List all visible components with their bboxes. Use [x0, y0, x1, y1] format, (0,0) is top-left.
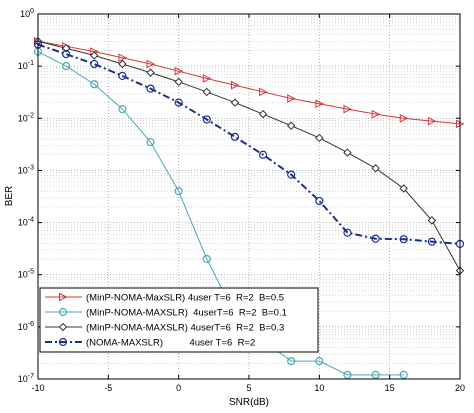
series-2-point	[202, 254, 211, 264]
series-2-point	[146, 137, 155, 147]
series-1-line	[37, 40, 461, 125]
series-2-point	[174, 187, 183, 196]
legend-marker-3	[58, 322, 68, 332]
series-1-point	[230, 80, 240, 90]
series-2-point	[118, 105, 127, 114]
x-axis-label: SNR(dB)	[229, 397, 269, 408]
series-3-point	[399, 184, 408, 193]
y-tick-label: 10-1	[18, 60, 34, 71]
series-1-point	[343, 104, 353, 114]
legend-label-4: (NOMA-MAXSLR) 4user T=6 R=2	[86, 338, 255, 349]
series-layer	[33, 36, 465, 379]
series-4-point	[118, 71, 127, 80]
y-axis-label: BER	[4, 186, 15, 207]
x-tick-label: 10	[314, 383, 324, 393]
series-3-point	[174, 77, 183, 87]
series-4-point	[202, 115, 211, 124]
series-3-point	[258, 109, 268, 119]
y-tick-label: 10-7	[18, 373, 34, 384]
legend-marker-1	[59, 292, 68, 302]
y-tick-label: 10-3	[18, 164, 34, 175]
series-2-point	[287, 357, 296, 366]
series-1-point	[259, 87, 268, 97]
series-2-point	[343, 370, 352, 379]
legend-label-2: (MinP-NOMA-MAXSLR) 4userT=6 R=2 B=0.1	[86, 308, 287, 319]
x-tick-label: 5	[246, 383, 251, 393]
series-1-point	[287, 94, 296, 103]
series-3-point	[90, 51, 99, 60]
legend-label-1: (MinP-NOMA-MaxSLR) 4user T=6 R=2 B=0.5	[86, 293, 284, 304]
series-2-line	[37, 51, 404, 376]
x-tick-label: 0	[176, 383, 181, 393]
series-4-point	[90, 59, 99, 69]
series-4-point	[230, 132, 240, 141]
series-3-point	[371, 164, 380, 173]
series-3-point	[146, 68, 155, 77]
legend-label-3: (MinP-NOMA-MAXSLR) 4userT=6 R=2 B=0.3	[86, 323, 284, 334]
series-1-point	[118, 53, 128, 63]
series-3-point	[61, 44, 71, 53]
series-2-point	[315, 357, 324, 366]
series-2-point	[90, 80, 99, 89]
y-tick-label: 10-5	[18, 269, 34, 280]
series-1-point	[371, 109, 381, 119]
series-4-point	[427, 237, 436, 246]
series-3-point	[118, 59, 127, 69]
series-1-point	[202, 74, 212, 83]
series-4-point	[315, 196, 324, 206]
x-tick-label: 20	[455, 383, 465, 393]
series-4-point	[399, 235, 408, 244]
series-3-point	[230, 98, 240, 107]
ticks: -10 -5 0 5 10 15 20 10-7 10-6 10-5 10-4 10-3 10-2 10-…	[18, 8, 465, 393]
series-4-point	[146, 84, 155, 93]
series-3-line	[37, 40, 461, 271]
x-tick-label: -10	[31, 383, 44, 393]
series-4-line	[37, 43, 461, 245]
y-tick-label: 100	[20, 8, 34, 19]
legend-marker-2	[58, 307, 68, 317]
x-tick-label: -5	[104, 383, 112, 393]
series-1-point	[146, 59, 156, 69]
legend-box	[39, 287, 319, 353]
legend: (MinP-NOMA-MaxSLR) 4user T=6 R=2 B=0.5 (M…	[39, 287, 319, 353]
series-3	[33, 37, 465, 275]
series-4-point	[343, 228, 352, 237]
series-2-point	[62, 62, 71, 71]
series-2-point	[399, 370, 408, 379]
series-3-point	[315, 133, 324, 143]
legend-marker-4	[58, 337, 68, 347]
series-4	[33, 40, 465, 248]
series-4-point	[287, 170, 296, 179]
series-3-point	[427, 216, 437, 225]
series-4-point	[371, 234, 380, 243]
y-tick-label: 10-4	[18, 217, 34, 228]
y-tick-label: 10-2	[18, 112, 34, 123]
series-1-point	[315, 99, 324, 109]
series-1-point	[174, 66, 184, 76]
y-tick-label: 10-6	[18, 321, 34, 332]
series-2-point	[371, 370, 380, 379]
series-4-point	[62, 50, 71, 59]
x-tick-label: 15	[385, 383, 395, 393]
series-3-point	[202, 87, 212, 97]
series-1-point	[399, 113, 409, 123]
series-4-point	[258, 150, 268, 159]
series-1-point	[427, 116, 437, 126]
grid	[38, 14, 460, 379]
series-3-point	[286, 121, 296, 130]
series-3-point	[343, 148, 352, 157]
series-4-point	[174, 98, 183, 107]
